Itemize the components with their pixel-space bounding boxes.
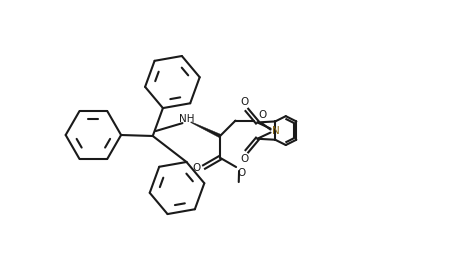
- Text: O: O: [193, 163, 201, 173]
- Text: O: O: [240, 154, 249, 164]
- Text: O: O: [258, 109, 266, 120]
- Polygon shape: [190, 122, 221, 138]
- Text: N: N: [272, 125, 280, 136]
- Text: O: O: [237, 168, 245, 178]
- Text: O: O: [240, 97, 249, 107]
- Text: NH: NH: [178, 114, 194, 124]
